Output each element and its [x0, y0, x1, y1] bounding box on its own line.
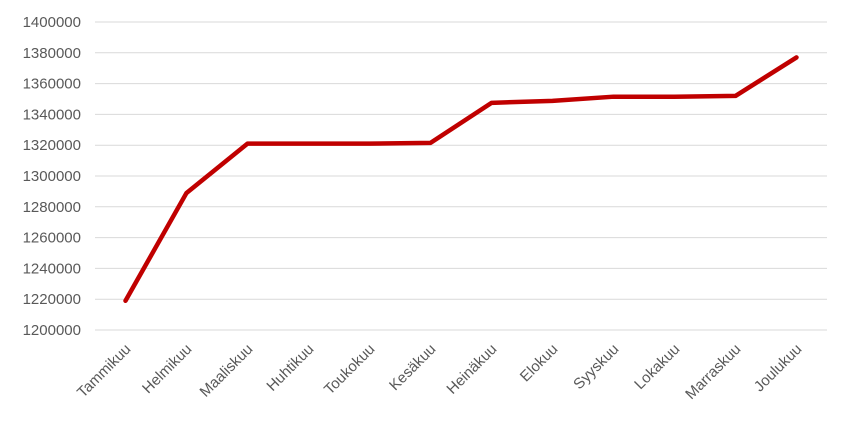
y-tick-label: 1260000	[23, 230, 81, 247]
x-tick-label: Joulukuu	[751, 341, 805, 395]
y-axis-tick-labels: 1200000 1220000 1240000 1260000 1280000 13000…	[23, 14, 81, 339]
y-tick-label: 1400000	[23, 14, 81, 31]
y-tick-label: 1320000	[23, 137, 81, 154]
data-point	[307, 142, 311, 146]
data-point	[368, 142, 372, 146]
x-tick-label: Syyskuu	[570, 341, 622, 393]
y-tick-label: 1220000	[23, 291, 81, 308]
y-tick-label: 1280000	[23, 199, 81, 216]
data-point	[246, 142, 250, 146]
gridlines	[95, 21, 827, 331]
x-tick-label: Lokakuu	[631, 341, 683, 393]
data-point	[795, 55, 799, 59]
x-tick-label: Heinäkuu	[443, 341, 500, 398]
x-tick-label: Marraskuu	[682, 341, 744, 403]
y-tick-label: 1380000	[23, 45, 81, 62]
data-point	[612, 95, 616, 99]
y-tick-label: 1340000	[23, 106, 81, 123]
y-tick-label: 1300000	[23, 168, 81, 185]
x-tick-label: Kesäkuu	[386, 341, 439, 394]
x-tick-label: Elokuu	[517, 341, 561, 385]
x-axis-tick-labels: Tammikuu Helmikuu Maaliskuu Huhtikuu Toukoku…	[74, 341, 805, 403]
x-tick-label: Helmikuu	[139, 341, 195, 397]
x-tick-label: Tammikuu	[74, 341, 134, 401]
data-point	[734, 94, 738, 98]
data-point	[124, 299, 128, 303]
y-tick-label: 1360000	[23, 76, 81, 93]
data-point	[490, 101, 494, 105]
y-tick-label: 1240000	[23, 260, 81, 277]
y-tick-label: 1200000	[23, 322, 81, 339]
series-group	[123, 55, 799, 303]
data-point	[551, 99, 555, 103]
x-tick-label: Toukokuu	[321, 341, 378, 398]
x-tick-label: Huhtikuu	[263, 341, 317, 395]
series-line	[123, 55, 799, 303]
data-point	[673, 95, 677, 99]
x-tick-label: Maaliskuu	[197, 341, 257, 401]
data-point	[429, 141, 433, 145]
data-point	[185, 191, 189, 195]
